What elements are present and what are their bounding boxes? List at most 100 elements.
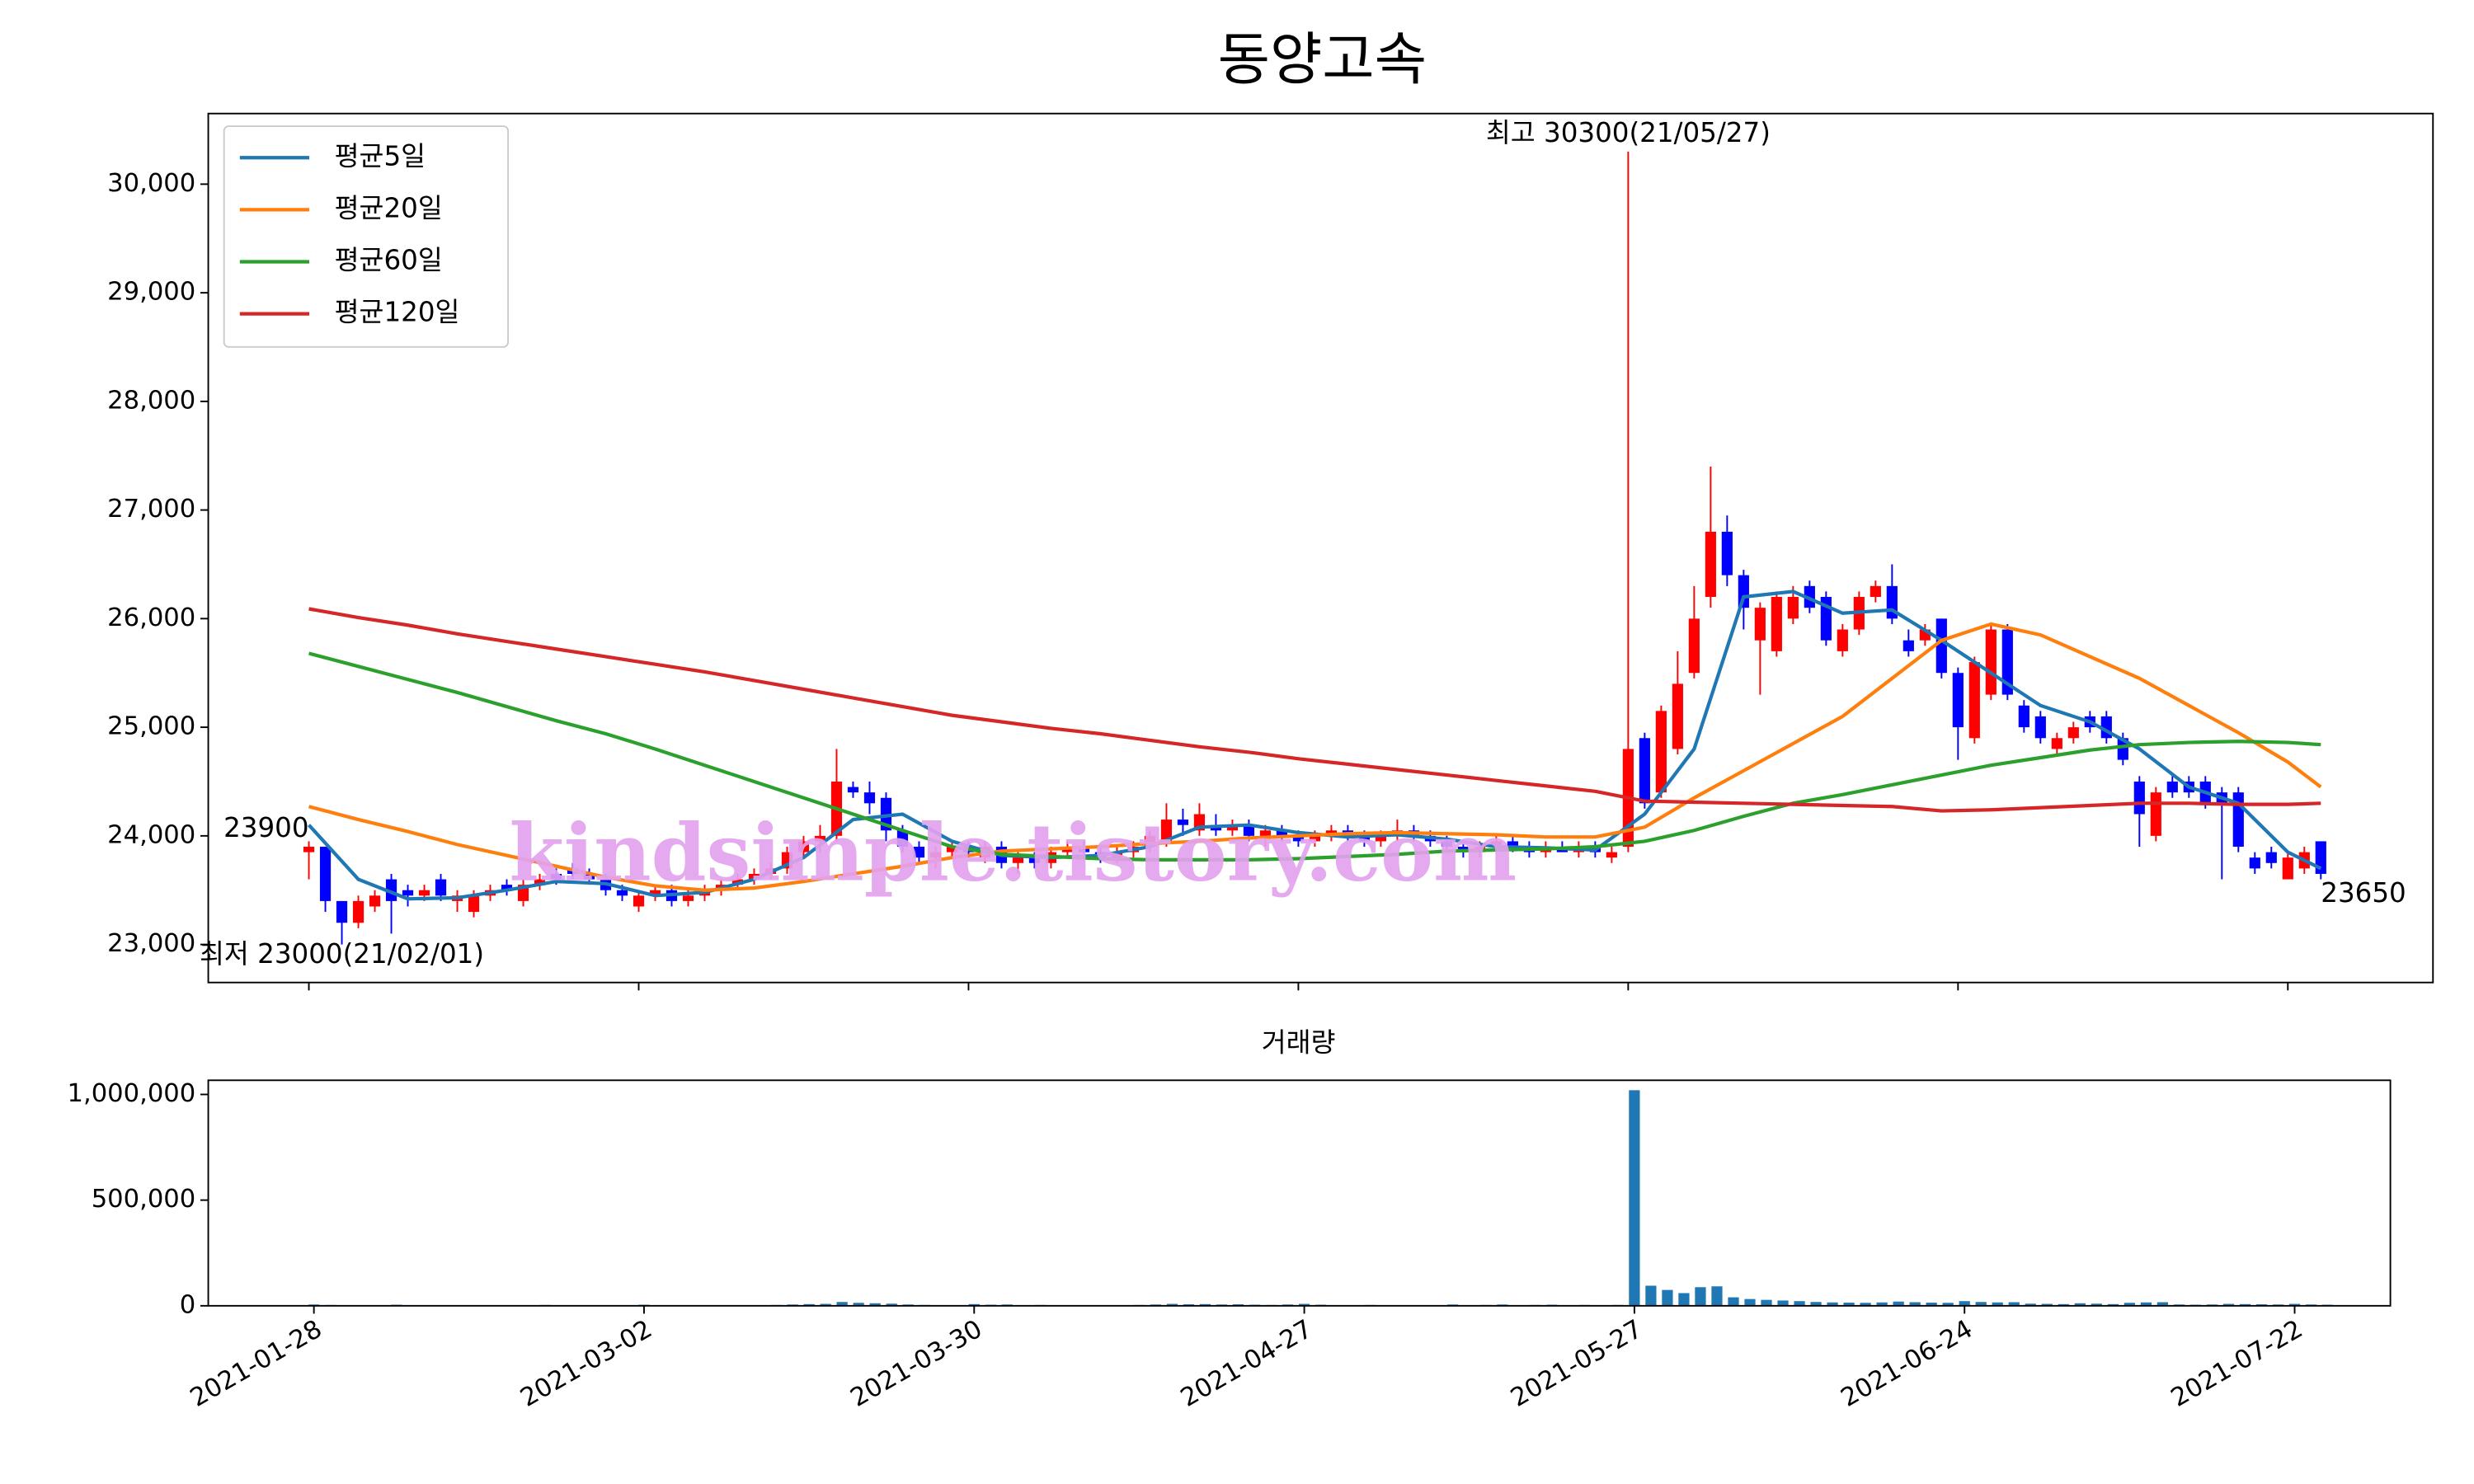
bar <box>2041 1303 2053 1306</box>
plot-frame <box>207 1079 2392 1307</box>
bar <box>1827 1302 1838 1306</box>
bar <box>2222 1303 2235 1306</box>
candle-body <box>336 900 348 923</box>
x-tick-label: 2021-04-27 <box>1176 1315 1317 1413</box>
x-tick-label: 2021-05-27 <box>1506 1315 1647 1413</box>
bar <box>2025 1303 2036 1306</box>
bar <box>1761 1299 1772 1306</box>
candle-body <box>1358 835 1370 842</box>
y-tick-label: 27,000 <box>107 495 195 524</box>
legend-label: 평균60일 <box>335 245 443 276</box>
y-tick-label: 28,000 <box>107 386 195 415</box>
bar <box>1166 1303 1178 1306</box>
legend-label: 평균120일 <box>335 297 460 328</box>
bar <box>1926 1303 1937 1306</box>
candle-body <box>1903 640 1914 651</box>
candle-body <box>1935 618 1947 674</box>
candle-body <box>1111 852 1123 858</box>
candle-body <box>633 895 645 907</box>
candle-body <box>1870 585 1881 598</box>
bar <box>1744 1298 1756 1306</box>
bar <box>2140 1302 2152 1306</box>
bar <box>803 1303 815 1306</box>
bar <box>1629 1090 1640 1306</box>
candle-body <box>1012 857 1024 863</box>
candle-body <box>1787 597 1799 619</box>
candle-body <box>2315 841 2326 874</box>
candle-body <box>1655 711 1667 793</box>
candle-body <box>534 879 546 885</box>
candle-body <box>1078 847 1090 852</box>
candle-body <box>2282 857 2293 880</box>
ma-line <box>308 651 2321 862</box>
bar <box>2058 1303 2069 1306</box>
candle-body <box>2150 792 2161 836</box>
bar <box>1678 1293 1690 1306</box>
candle-body <box>435 879 447 896</box>
candle-body <box>385 879 397 901</box>
candle-body <box>1490 841 1502 848</box>
plot-area <box>303 151 2326 945</box>
bar <box>2239 1303 2251 1306</box>
candle-body <box>1837 629 1848 651</box>
y-tick-label: 29,000 <box>107 278 195 307</box>
bar <box>1876 1302 1888 1306</box>
candle-body <box>1160 819 1173 842</box>
bar <box>1794 1301 1805 1306</box>
annotation: 최고 30300(21/05/27) <box>1486 117 1771 148</box>
candle-body <box>649 890 661 896</box>
candle-body <box>2166 781 2178 793</box>
candle-body <box>1688 618 1700 674</box>
bar <box>1843 1303 1855 1306</box>
candle-body <box>2133 781 2145 815</box>
candle-body <box>1721 531 1733 575</box>
bar <box>2008 1302 2020 1306</box>
candle-body <box>2067 727 2079 739</box>
bar <box>1992 1302 2003 1306</box>
x-tick-label: 2021-06-24 <box>1837 1315 1978 1413</box>
x-tick-label: 2021-07-22 <box>2166 1315 2307 1413</box>
candle-body <box>583 873 595 880</box>
candle-body <box>1028 857 1041 863</box>
candle-body <box>501 885 513 890</box>
y-tick-label: 0 <box>180 1290 195 1319</box>
candle-body <box>369 895 381 907</box>
candle-body <box>2249 857 2260 869</box>
candle-body <box>1968 662 1980 739</box>
bar <box>2124 1303 2135 1306</box>
candle-body <box>1738 575 1749 608</box>
bar <box>1959 1301 1970 1306</box>
bar <box>1893 1301 1904 1306</box>
bar <box>2288 1303 2301 1306</box>
candle-body <box>2034 716 2046 739</box>
candle-body <box>319 847 332 901</box>
candle-body <box>814 835 826 842</box>
x-tick-label: 2021-03-02 <box>515 1315 656 1413</box>
candle-body <box>1177 819 1189 825</box>
y-tick-label: 24,000 <box>107 820 195 849</box>
chart-title: 동양고속 <box>1218 27 1427 93</box>
candle-body <box>2018 705 2030 728</box>
bar <box>1975 1302 1987 1306</box>
bar <box>836 1302 848 1306</box>
candle-body <box>352 900 365 923</box>
candle-body <box>797 841 810 852</box>
bar <box>2107 1303 2119 1306</box>
candle-body <box>896 830 909 848</box>
candle-body <box>1507 841 1518 848</box>
y-tick-label: 26,000 <box>107 603 195 632</box>
candle-body <box>913 847 925 858</box>
candle-body <box>1243 824 1255 836</box>
candle-body <box>1952 673 1964 728</box>
bar <box>2074 1303 2086 1306</box>
candle-body <box>1771 597 1782 651</box>
candle-body <box>1309 835 1321 842</box>
bar <box>1645 1285 1657 1306</box>
bar <box>1942 1303 1954 1306</box>
plot-frame <box>207 112 2434 984</box>
legend-label: 평균20일 <box>335 192 443 223</box>
candle-body <box>2051 738 2062 749</box>
bar <box>820 1303 831 1306</box>
annotation: 23900 <box>223 812 308 843</box>
candle-body <box>1375 835 1386 842</box>
